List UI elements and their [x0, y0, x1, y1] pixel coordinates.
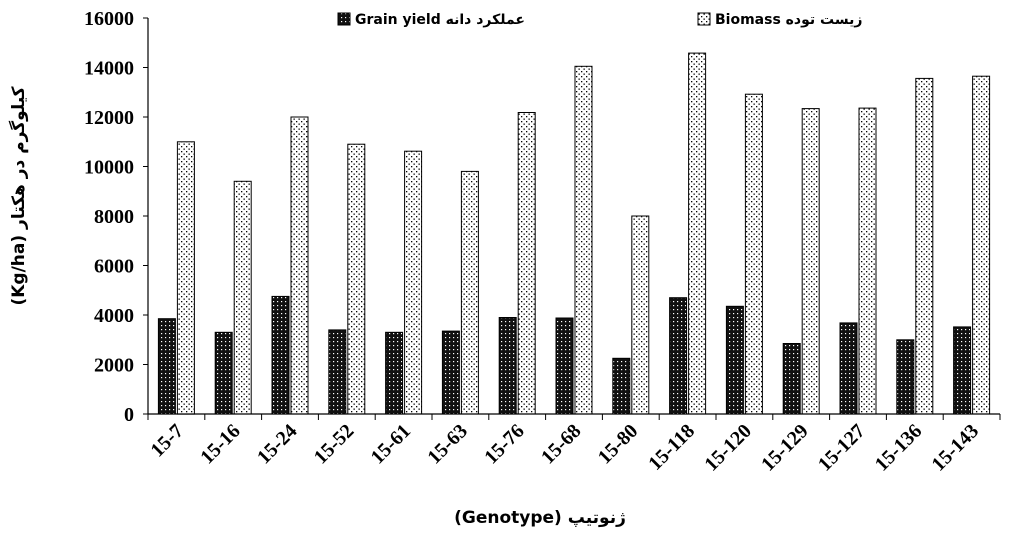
bar-biomass-15-16 [233, 180, 252, 415]
y-tick-label-16000: 16000 [84, 8, 134, 30]
bar-grain-yield-15-16 [214, 331, 233, 415]
y-tick-label-6000: 6000 [94, 256, 134, 278]
bar-grain-yield-15-24 [271, 295, 290, 415]
y-axis-ticks: 0 2000 4000 6000 8000 10000 12000 14000 16000 [84, 8, 148, 426]
x-tick-label-15-129: 15-129 [757, 420, 813, 476]
x-tick-label-15-143: 15-143 [928, 420, 984, 476]
x-tick-label-15-68: 15-68 [537, 420, 586, 469]
bar-biomass-15-7 [176, 141, 195, 415]
y-tick-label-2000: 2000 [94, 355, 134, 377]
bar-grain-yield-15-52 [328, 329, 347, 415]
bar-biomass-15-76 [517, 112, 536, 415]
x-tick-label-15-136: 15-136 [871, 420, 927, 476]
bar-biomass-15-24 [290, 116, 309, 415]
y-tick-label-8000: 8000 [94, 206, 134, 228]
bar-grain-yield-15-129 [782, 343, 801, 415]
y-axis-title: (Kg/ha) کیلوگرم در هکتار [8, 86, 29, 305]
legend-swatch-grain-yield [337, 12, 351, 26]
bar-grain-yield-15-118 [669, 297, 688, 415]
bar-biomass-15-143 [972, 75, 991, 415]
y-tick-label-4000: 4000 [94, 305, 134, 327]
x-axis-ticks: 15-7 15-16 15-24 15-52 15-61 15-63 15-76 15-68 1… [146, 414, 1001, 476]
plot-area: 0 2000 4000 6000 8000 10000 12000 14000 16000 15… [84, 8, 1001, 476]
bar-biomass-15-80 [631, 215, 650, 415]
bar-grain-yield-15-143 [953, 326, 972, 415]
bar-biomass-15-52 [347, 143, 366, 415]
y-tick-label-10000: 10000 [84, 157, 134, 179]
legend-label-grain-yield: عملکرد دانه Grain yield [355, 12, 525, 28]
legend: عملکرد دانه Grain yield زیست توده Biomas… [337, 12, 862, 28]
x-tick-label-15-52: 15-52 [310, 420, 359, 469]
bar-biomass-15-61 [404, 150, 423, 415]
bar-grain-yield-15-127 [839, 322, 858, 415]
bar-biomass-15-118 [688, 52, 707, 415]
legend-swatch-biomass [697, 12, 711, 26]
y-tick-label-14000: 14000 [84, 58, 134, 80]
bar-grain-yield-15-136 [896, 339, 915, 415]
bar-grain-yield-15-7 [157, 318, 176, 415]
bar-grain-yield-15-76 [498, 317, 517, 415]
bars [157, 52, 991, 415]
bar-biomass-15-63 [460, 170, 479, 415]
bar-biomass-15-120 [744, 93, 763, 415]
x-tick-label-15-76: 15-76 [480, 420, 529, 469]
x-tick-label-15-24: 15-24 [253, 420, 302, 469]
x-tick-label-15-80: 15-80 [594, 420, 643, 469]
bar-biomass-15-68 [574, 65, 593, 415]
bar-grain-yield-15-61 [385, 331, 404, 415]
y-tick-label-0: 0 [124, 404, 134, 426]
x-tick-label-15-127: 15-127 [814, 420, 870, 476]
x-tick-label-15-61: 15-61 [367, 420, 416, 469]
y-tick-label-12000: 12000 [84, 107, 134, 129]
bar-grain-yield-15-63 [441, 330, 460, 415]
x-tick-label-15-7: 15-7 [146, 420, 187, 461]
legend-item-grain-yield: عملکرد دانه Grain yield [337, 12, 525, 28]
x-tick-label-15-63: 15-63 [423, 420, 472, 469]
legend-item-biomass: زیست توده Biomass [697, 12, 862, 28]
x-axis-title: ژنوتیپ (Genotype) [454, 508, 626, 528]
bar-grain-yield-15-80 [612, 357, 631, 415]
bar-biomass-15-136 [915, 77, 934, 415]
bar-grain-yield-15-120 [725, 305, 744, 415]
x-tick-label-15-120: 15-120 [700, 420, 756, 476]
bar-grain-yield-15-68 [555, 317, 574, 415]
x-tick-label-15-16: 15-16 [196, 420, 245, 469]
bar-biomass-15-129 [801, 108, 820, 415]
legend-label-biomass: زیست توده Biomass [715, 12, 862, 28]
x-tick-label-15-118: 15-118 [644, 420, 699, 475]
bar-biomass-15-127 [858, 107, 877, 415]
